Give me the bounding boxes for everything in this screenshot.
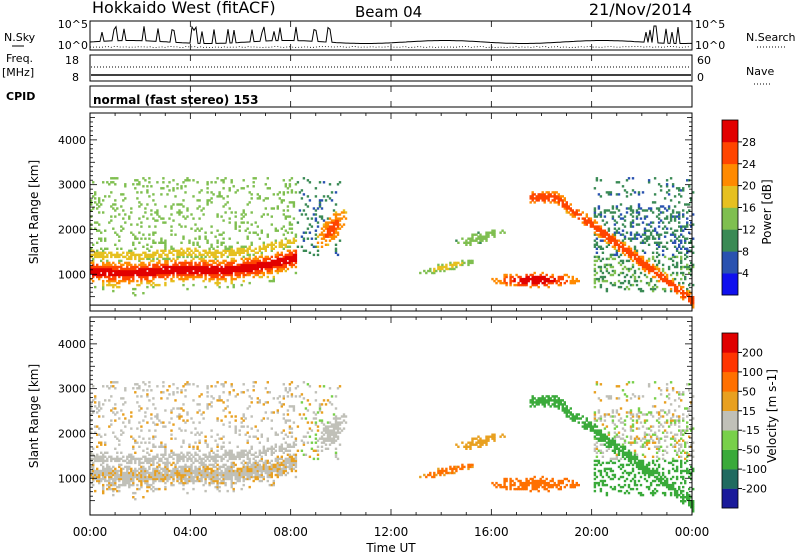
colorbar-segment [722,371,738,392]
velocity-colorbar-tick: 50 [742,385,756,398]
x-tick-label: 16:00 [474,525,509,539]
power-colorbar-tick: 4 [742,267,749,280]
x-tick-label: 20:00 [574,525,609,539]
colorbar-segment [722,391,738,411]
noise-tick-right-bottom: 10^0 [695,39,725,52]
nave-tick-bottom: 0 [697,71,704,84]
colorbar-segment [722,333,738,353]
y-tick-label: 1000 [58,472,86,485]
power-colorbar-tick: 20 [742,180,756,193]
noise-panel: N.Sky 10^5 10^0 10^5 10^0 N.Search [4,18,796,52]
x-axis-label: Time UT [365,541,416,554]
x-tick-label: 04:00 [173,525,208,539]
freq-tick-bottom: 8 [72,71,79,84]
power-colorbar: 4 8 12 16 20 24 28 [721,119,756,296]
y-tick-label: 3000 [58,383,86,396]
velocity-colorbar-tick: -200 [742,483,767,496]
velocity-data-cells [90,381,695,513]
y-tick-label: 2000 [58,223,86,236]
colorbar-segment [722,352,738,373]
colorbar-segment [722,449,738,470]
velocity-y-ticks: 1000 2000 3000 4000 [58,321,692,502]
y-tick-label: 4000 [58,338,86,351]
colorbar-segment [722,273,738,296]
y-tick-label: 1000 [58,268,86,281]
power-data-cells [90,177,695,309]
colorbar-segment [722,229,738,252]
y-tick-label: 4000 [58,134,86,147]
x-tick-label: 00:00 [675,525,710,539]
nsearch-label: N.Search [746,31,796,44]
nave-tick-top: 60 [697,54,711,67]
velocity-colorbar-tick: 15 [742,405,756,418]
colorbar-segment [722,251,738,274]
x-tick-label: 12:00 [374,525,409,539]
x-tick-label: 00:00 [73,525,108,539]
freq-panel: Freq. [MHz] 18 8 60 0 Nave [2,52,774,85]
beam-title: Beam 04 [355,3,422,21]
noise-tick-right-top: 10^5 [695,18,725,31]
nave-label: Nave [746,65,774,78]
velocity-colorbar: 200 100 50 15 -15 -50 -100 -200 [721,332,767,509]
freq-unit: [MHz] [2,66,34,79]
colorbar-segment [722,410,738,431]
noise-tick-left-top: 10^5 [58,18,88,31]
cpid-panel: CPID normal (fast stereo) 153 [6,85,693,108]
noise-sky-trace [89,25,692,48]
y-tick-label: 3000 [58,179,86,192]
velocity-ylabel: Slant Range [km] [27,364,41,468]
power-ylabel: Slant Range [km] [27,160,41,264]
colorbar-segment [722,207,738,230]
velocity-colorbar-tick: 100 [742,366,763,379]
velocity-colorbar-tick: 200 [742,346,763,359]
colorbar-segment [722,430,738,450]
colorbar-segment [722,141,738,165]
cpid-label: CPID [6,90,35,103]
velocity-colorbar-tick: -100 [742,463,767,476]
colorbar-segment [722,163,738,186]
power-panel: 1000 2000 3000 4000 Slant Range [km] 4 8 12 16… [27,112,774,312]
colorbar-segment [722,120,738,143]
colorbar-segment [722,185,738,208]
freq-label: Freq. [6,52,33,65]
noise-tick-left-bottom: 10^0 [58,39,88,52]
velocity-colorbar-label: Velocity [m s-1] [765,369,779,463]
velocity-panel: 1000 2000 3000 4000 Slant Range [km] 200 100… [27,316,779,516]
power-colorbar-tick: 16 [742,202,756,215]
power-y-ticks: 1000 2000 3000 4000 [58,117,692,298]
power-colorbar-tick: 12 [742,223,756,236]
date-title: 21/Nov/2014 [589,0,692,19]
power-colorbar-tick: 28 [742,136,756,149]
y-tick-label: 2000 [58,427,86,440]
power-colorbar-tick: 8 [742,245,749,258]
power-colorbar-tick: 24 [742,158,756,171]
x-tick-label: 08:00 [273,525,308,539]
colorbar-segment [722,469,738,489]
station-title: Hokkaido West (fitACF) [92,0,276,17]
power-colorbar-label: Power [dB] [760,179,774,244]
cpid-value: normal (fast stereo) 153 [93,93,259,107]
nsky-label: N.Sky [4,31,36,44]
freq-tick-top: 18 [65,54,79,67]
colorbar-segment [722,488,738,509]
velocity-colorbar-tick: -50 [742,444,760,457]
velocity-colorbar-tick: -15 [742,424,760,437]
x-axis: 00:00 04:00 08:00 12:00 16:00 20:00 00:00 [73,21,710,539]
